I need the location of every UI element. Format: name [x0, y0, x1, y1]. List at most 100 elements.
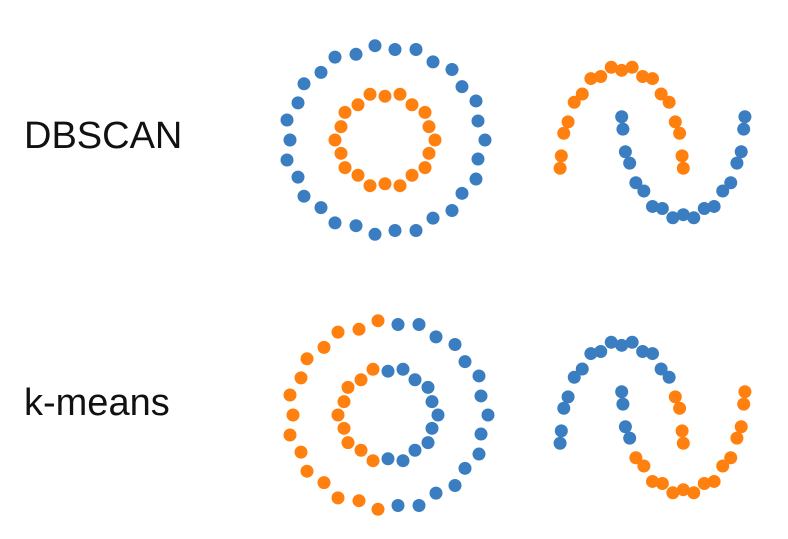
point [469, 172, 483, 186]
point [363, 179, 377, 193]
point [646, 72, 659, 86]
point [738, 385, 752, 399]
point [655, 477, 669, 490]
point [734, 420, 748, 434]
point [388, 43, 402, 57]
point [561, 390, 575, 404]
point [331, 325, 345, 339]
point [615, 338, 629, 352]
point [300, 352, 314, 366]
point [737, 122, 751, 136]
point [730, 156, 744, 170]
point [673, 401, 687, 415]
point [352, 322, 366, 336]
point [334, 146, 348, 160]
point [334, 120, 348, 134]
point [455, 186, 469, 200]
point [737, 397, 751, 411]
point [428, 133, 442, 147]
point [561, 115, 575, 129]
point [623, 431, 637, 445]
point [422, 146, 436, 160]
point [291, 170, 305, 184]
point [396, 362, 410, 376]
point [458, 461, 472, 475]
point [291, 96, 305, 110]
point [286, 408, 300, 422]
point [429, 486, 443, 500]
point [317, 476, 331, 490]
point [554, 424, 568, 438]
point [675, 424, 689, 438]
point [472, 447, 486, 461]
point [349, 219, 363, 233]
point [604, 60, 618, 74]
point [666, 211, 680, 225]
point [378, 89, 392, 103]
point [618, 420, 632, 434]
point [623, 156, 637, 170]
point [422, 120, 436, 134]
point [388, 223, 402, 237]
point [625, 335, 639, 349]
point [655, 202, 669, 215]
point [445, 203, 459, 217]
point [676, 208, 690, 222]
point [557, 401, 571, 415]
point [351, 168, 365, 182]
point [426, 211, 440, 225]
point [618, 145, 632, 159]
point [575, 87, 589, 101]
point [676, 436, 690, 450]
point [646, 347, 659, 361]
point [615, 385, 629, 399]
point [352, 494, 366, 508]
point [557, 126, 571, 140]
point [381, 364, 395, 378]
point [687, 486, 701, 500]
point [666, 486, 680, 500]
point [594, 70, 608, 83]
point [604, 335, 618, 349]
point [425, 395, 439, 409]
point [676, 483, 690, 497]
point [354, 443, 368, 457]
point [615, 110, 629, 124]
point [472, 369, 486, 383]
point [654, 362, 668, 376]
point [455, 80, 469, 94]
point [730, 431, 744, 445]
point [409, 43, 423, 57]
point [337, 421, 351, 435]
point [584, 72, 598, 86]
point [615, 63, 629, 77]
point [408, 373, 422, 387]
point [668, 115, 682, 129]
point [280, 113, 294, 127]
row-label: k-means [24, 382, 170, 424]
point [458, 355, 472, 369]
point [409, 223, 423, 237]
point [297, 77, 311, 91]
point [707, 474, 721, 488]
point [412, 498, 426, 512]
point [471, 152, 485, 166]
point [431, 408, 445, 422]
point [629, 176, 643, 190]
point [567, 370, 581, 384]
point [338, 161, 352, 175]
point [405, 98, 419, 112]
point [429, 330, 443, 344]
point [637, 459, 651, 473]
point [412, 318, 426, 332]
point [625, 60, 639, 74]
point [328, 50, 342, 64]
point [478, 133, 492, 147]
point [553, 436, 567, 450]
point [381, 452, 395, 466]
point [317, 340, 331, 354]
point [396, 454, 410, 468]
point [616, 122, 630, 136]
point [636, 345, 650, 358]
